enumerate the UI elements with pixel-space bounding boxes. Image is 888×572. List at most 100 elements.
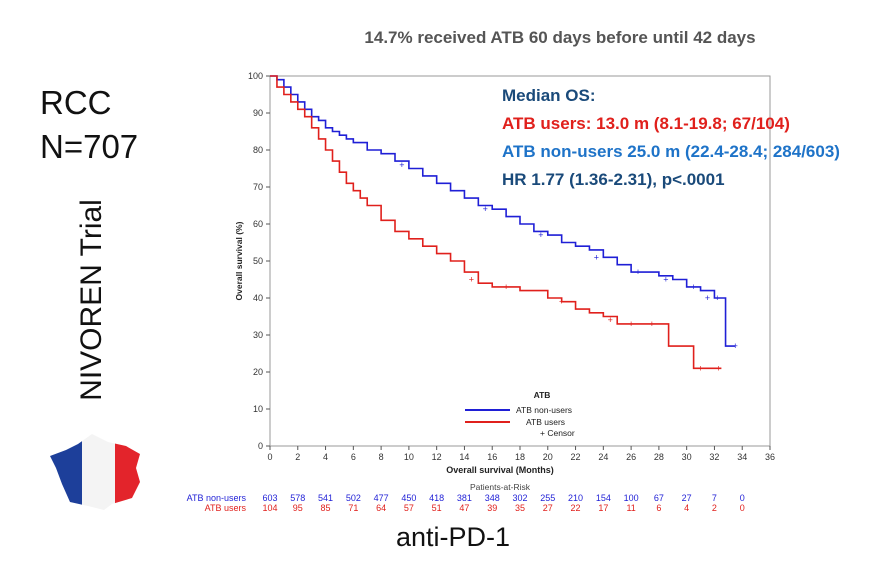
- censor-mark: +: [715, 293, 720, 303]
- risk-count: 27: [682, 493, 692, 503]
- risk-count: 47: [459, 503, 469, 513]
- x-tick-label: 10: [404, 452, 414, 462]
- series-line-users: [270, 75, 722, 370]
- median-os-non-users: ATB non-users 25.0 m (22.4-28.4; 284/603…: [502, 142, 840, 161]
- censor-mark: +: [698, 363, 703, 373]
- censor-mark: +: [594, 252, 599, 262]
- censor-mark: +: [705, 293, 710, 303]
- censor-mark: +: [635, 267, 640, 277]
- x-tick-label: 0: [267, 452, 272, 462]
- risk-count: 2: [712, 503, 717, 513]
- x-tick-label: 24: [598, 452, 608, 462]
- y-tick-label: 20: [253, 367, 263, 377]
- risk-count: 381: [457, 493, 472, 503]
- y-tick-label: 0: [258, 441, 263, 451]
- legend-entry-non-users: ATB non-users: [516, 405, 572, 415]
- risk-count: 0: [740, 503, 745, 513]
- x-tick-label: 28: [654, 452, 664, 462]
- x-tick-label: 8: [379, 452, 384, 462]
- risk-count: 477: [374, 493, 389, 503]
- disease-label: RCC: [40, 84, 112, 121]
- x-tick-label: 12: [432, 452, 442, 462]
- censor-mark: +: [716, 363, 721, 373]
- risk-count: 57: [404, 503, 414, 513]
- risk-count: 603: [262, 493, 277, 503]
- y-tick-label: 70: [253, 182, 263, 192]
- risk-count: 95: [293, 503, 303, 513]
- x-tick-label: 26: [626, 452, 636, 462]
- risk-count: 100: [624, 493, 639, 503]
- x-tick-label: 6: [351, 452, 356, 462]
- risk-count: 7: [712, 493, 717, 503]
- risk-count: 22: [571, 503, 581, 513]
- censor-mark: +: [538, 230, 543, 240]
- censor-mark: +: [649, 319, 654, 329]
- risk-count: 51: [432, 503, 442, 513]
- censor-mark: +: [469, 275, 474, 285]
- legend-entry-users: ATB users: [526, 417, 565, 427]
- risk-count: 104: [262, 503, 277, 513]
- y-axis-label: Overall survival (%): [234, 221, 244, 300]
- risk-count: 64: [376, 503, 386, 513]
- censor-mark: +: [503, 282, 508, 292]
- slide-title: 14.7% received ATB 60 days before until …: [364, 28, 756, 47]
- series-line-non-users: [270, 75, 736, 347]
- france-flag-map-icon: [50, 434, 140, 510]
- censor-mark: +: [663, 275, 668, 285]
- risk-table-title: Patients-at-Risk: [470, 482, 531, 492]
- censor-mark: +: [559, 297, 564, 307]
- legend-entry-censor: + Censor: [540, 428, 575, 438]
- censor-mark: +: [628, 319, 633, 329]
- risk-count: 39: [487, 503, 497, 513]
- x-tick-label: 2: [295, 452, 300, 462]
- risk-count: 71: [348, 503, 358, 513]
- risk-count: 578: [290, 493, 305, 503]
- risk-count: 67: [654, 493, 664, 503]
- censor-mark: +: [733, 341, 738, 351]
- risk-count: 0: [740, 493, 745, 503]
- censor-mark: +: [608, 315, 613, 325]
- risk-count: 210: [568, 493, 583, 503]
- risk-count: 17: [598, 503, 608, 513]
- x-tick-label: 22: [571, 452, 581, 462]
- legend-title: ATB: [534, 390, 551, 400]
- median-os-heading: Median OS:: [502, 86, 596, 105]
- y-tick-label: 90: [253, 108, 263, 118]
- risk-count: 85: [321, 503, 331, 513]
- y-tick-label: 100: [248, 71, 263, 81]
- risk-count: 541: [318, 493, 333, 503]
- y-tick-label: 40: [253, 293, 263, 303]
- risk-count: 27: [543, 503, 553, 513]
- sample-size-label: N=707: [40, 128, 139, 165]
- hazard-ratio: HR 1.77 (1.36-2.31), p<.0001: [502, 170, 725, 189]
- risk-count: 6: [656, 503, 661, 513]
- censor-mark: +: [483, 204, 488, 214]
- y-tick-label: 60: [253, 219, 263, 229]
- y-tick-label: 10: [253, 404, 263, 414]
- x-tick-label: 18: [515, 452, 525, 462]
- therapy-caption: anti-PD-1: [396, 522, 511, 552]
- median-os-box: Median OS: ATB users: 13.0 m (8.1-19.8; …: [502, 82, 840, 194]
- censor-mark: +: [399, 160, 404, 170]
- risk-count: 11: [626, 503, 635, 513]
- risk-row-label: ATB users: [205, 503, 247, 513]
- risk-count: 154: [596, 493, 611, 503]
- x-tick-label: 34: [737, 452, 747, 462]
- risk-count: 255: [540, 493, 555, 503]
- x-tick-label: 16: [487, 452, 497, 462]
- y-tick-label: 30: [253, 330, 263, 340]
- x-tick-label: 20: [543, 452, 553, 462]
- risk-count: 4: [684, 503, 689, 513]
- x-tick-label: 4: [323, 452, 328, 462]
- x-axis-label: Overall survival (Months): [446, 465, 554, 475]
- risk-count: 348: [485, 493, 500, 503]
- x-tick-label: 14: [459, 452, 469, 462]
- x-tick-label: 30: [682, 452, 692, 462]
- x-tick-label: 36: [765, 452, 775, 462]
- censor-mark: +: [691, 282, 696, 292]
- risk-count: 418: [429, 493, 444, 503]
- risk-count: 502: [346, 493, 361, 503]
- y-tick-label: 80: [253, 145, 263, 155]
- risk-count: 35: [515, 503, 525, 513]
